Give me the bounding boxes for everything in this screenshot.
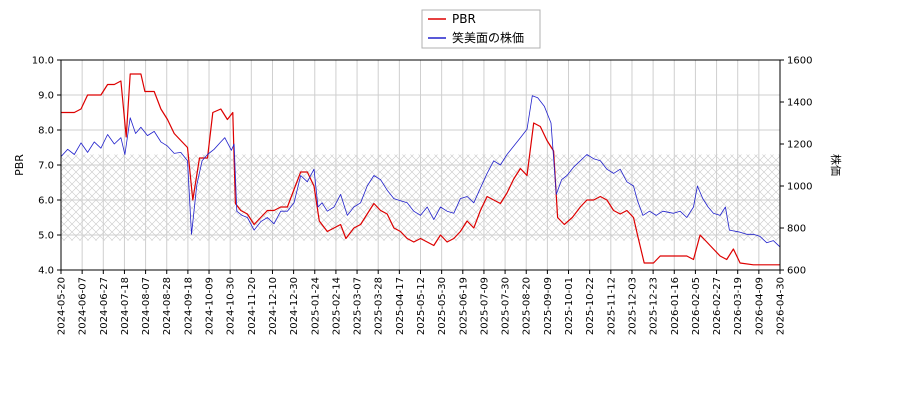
x-tick-label: 2024-08-28 [162,277,173,335]
left-tick-label: 5.0 [38,231,54,242]
x-tick-label: 2026-04-09 [754,277,765,335]
x-tick-label: 2025-07-30 [501,277,512,335]
series-layer [61,73,780,266]
x-tick-label: 2025-01-24 [310,277,321,335]
x-tick-label: 2025-04-17 [395,277,406,335]
right-tick-label: 1600 [787,56,812,67]
x-tick-label: 2024-08-07 [141,277,152,335]
x-tick-label: 2024-05-20 [57,277,68,335]
right-axis-label: 株価 [829,154,843,176]
x-tick-label: 2025-09-09 [543,277,554,335]
x-tick-label: 2024-11-20 [247,277,258,335]
x-tick-label: 2025-10-22 [585,277,596,335]
x-tick-label: 2025-05-30 [437,277,448,335]
left-tick-label: 8.0 [38,126,54,137]
right-axis: 600 800 1000 1200 1400 1600 [780,56,812,277]
x-tick-label: 2024-10-09 [205,277,216,335]
legend: PBR 笑美面の株価 [421,9,541,49]
left-tick-label: 6.0 [38,196,54,207]
x-tick-label: 2026-02-27 [712,277,723,335]
series-line-pbr [61,73,780,266]
left-axis: 4.0 5.0 6.0 7.0 8.0 9.0 10.0 [32,56,61,277]
legend-label: 笑美面の株価 [452,30,524,45]
x-tick-label: 2025-06-19 [458,277,469,335]
right-tick-label: 800 [787,224,806,235]
legend-label: PBR [452,12,476,26]
left-axis-label: PBR [13,154,26,176]
right-tick-label: 1000 [787,182,812,193]
x-tick-label: 2025-05-12 [416,277,427,335]
x-tick-label: 2024-09-18 [183,277,194,335]
x-tick-label: 2025-07-09 [479,277,490,335]
x-tick-label: 2025-03-07 [353,277,364,335]
x-tick-label: 2024-07-18 [120,277,131,335]
left-tick-label: 10.0 [32,56,54,67]
x-tick-label: 2025-12-03 [627,277,638,335]
series-line-price [61,95,780,248]
legend-box [421,9,541,49]
x-tick-label: 2025-03-28 [374,277,385,335]
left-tick-label: 4.0 [38,266,54,277]
left-tick-label: 7.0 [38,161,54,172]
x-tick-label: 2026-03-19 [733,277,744,335]
x-tick-label: 2024-12-30 [289,277,300,335]
x-tick-label: 2026-04-30 [776,277,787,335]
left-tick-label: 9.0 [38,91,54,102]
x-tick-label: 2025-12-23 [649,277,660,335]
right-tick-label: 600 [787,266,806,277]
x-tick-label: 2024-10-30 [226,277,237,335]
x-tick-label: 2024-06-07 [78,277,89,335]
x-tick-label: 2025-10-01 [564,277,575,335]
right-tick-label: 1400 [787,98,812,109]
x-tick-label: 2025-02-14 [331,277,342,335]
x-tick-label: 2025-11-12 [606,277,617,335]
x-tick-label: 2024-12-10 [268,277,279,335]
right-tick-label: 1200 [787,140,812,151]
x-tick-label: 2026-01-16 [670,277,681,335]
x-axis: 2024-05-20 2024-06-07 2024-06-27 2024-07-18… [57,270,787,335]
x-tick-label: 2025-08-20 [522,277,533,335]
x-tick-label: 2024-06-27 [99,277,110,335]
x-tick-label: 2026-02-05 [691,277,702,335]
